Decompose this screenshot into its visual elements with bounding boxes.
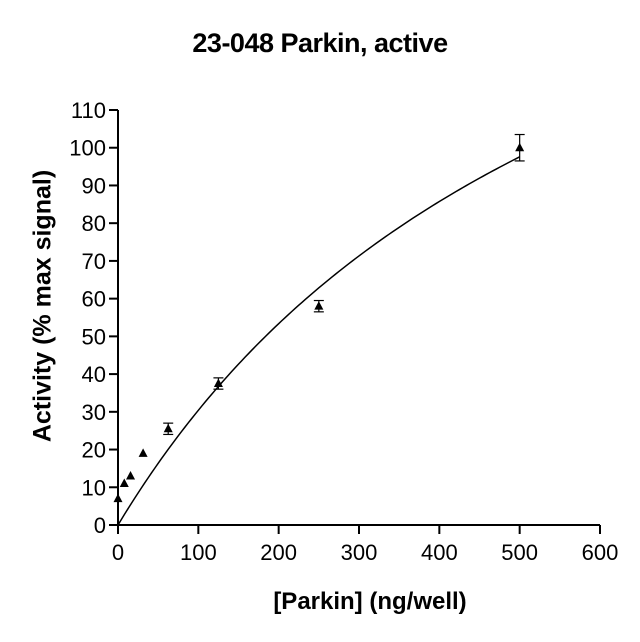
y-tick-label: 60 [82,287,106,312]
y-tick-label: 50 [82,324,106,349]
y-tick-label: 20 [82,438,106,463]
x-axis-label: [Parkin] (ng/well) [273,588,467,615]
y-tick-label: 100 [69,136,106,161]
chart-title: 23-048 Parkin, active [192,28,448,58]
x-tick-label: 500 [501,540,538,565]
data-point [163,423,173,433]
x-tick-label: 300 [341,540,378,565]
y-tick-label: 80 [82,211,106,236]
data-point [213,378,223,388]
y-tick-label: 40 [82,362,106,387]
y-tick-label: 90 [82,173,106,198]
data-point [119,478,129,487]
data-point [126,470,136,480]
x-tick-label: 400 [421,540,458,565]
x-tick-label: 0 [112,540,124,565]
y-tick-label: 10 [82,475,106,500]
x-tick-label: 600 [582,540,619,565]
x-tick-label: 100 [180,540,217,565]
data-point [515,142,525,152]
data-point [113,493,123,503]
x-tick-label: 200 [260,540,297,565]
y-tick-label: 70 [82,249,106,274]
data-point [314,301,324,310]
fit-curve [117,156,521,526]
y-tick-label: 30 [82,400,106,425]
data-point [138,448,148,457]
y-tick-label: 110 [71,98,106,123]
y-tick-label: 0 [94,513,106,538]
